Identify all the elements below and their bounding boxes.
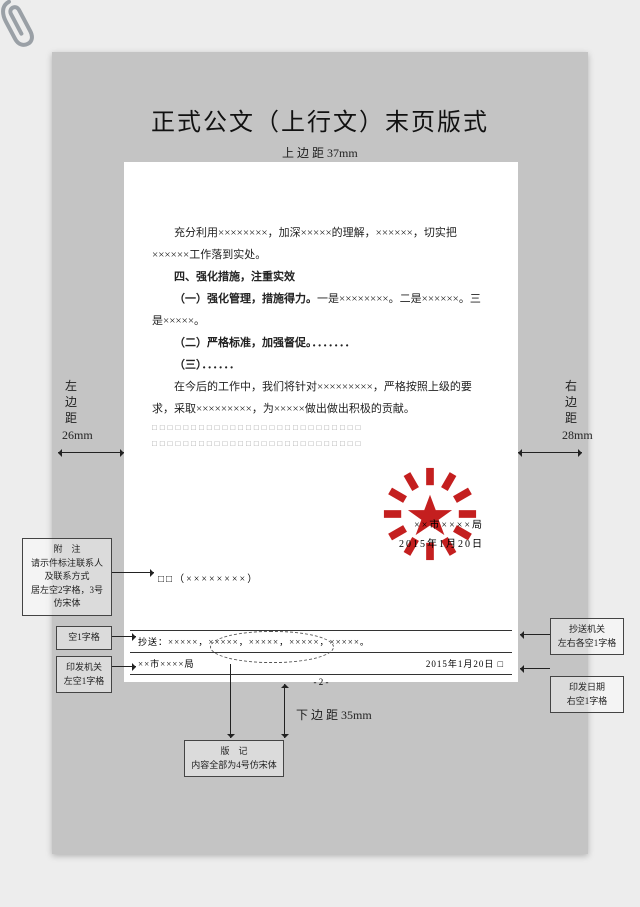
callout-issuer: 印发机关 左空1字格 [56,656,112,693]
body-p1: 充分利用××××××××，加深×××××的理解，××××××，切实把××××××… [152,222,490,266]
paperclip-icon [0,0,50,55]
left-margin-label: 左 边 距 26mm [62,378,80,443]
document-sheet: 正式公文（上行文）末页版式 上 边 距 37mm 左 边 距 26mm 右 边 … [52,52,588,854]
callout-issue-date: 印发日期 右空1字格 [550,676,624,713]
body-p5: 在今后的工作中，我们将针对×××××××××，严格按照上级的要求，采取×××××… [152,376,490,420]
signature-org: ××市××××局 [399,516,484,535]
body-sub1: （一）强化管理，措施得力。一是××××××××。二是××××××。三是×××××… [152,288,490,332]
footer-cc-line: 抄送：×××××，×××××，×××××，×××××，×××××。 [130,633,512,650]
callout-cc: 抄送机关 左右各空1字格 [550,618,624,655]
signature-block: ××市××××局 2015年1月20日 [399,516,484,554]
callout-space1: 空1字格 [56,626,112,650]
lead-cc [520,634,550,635]
lead-space1 [112,636,136,637]
document-page: 充分利用××××××××，加深×××××的理解，××××××，切实把××××××… [124,162,518,682]
footer-cc: 抄送：×××××，×××××，×××××，×××××，×××××。 [138,635,370,648]
left-margin-arrow [58,452,124,453]
footer-block: 抄送：×××××，×××××，×××××，×××××，×××××。 ××市×××… [130,628,512,687]
footer-issue-date: 2015年1月20日 □ [426,657,504,670]
blank-row-1: □□□□□□□□□□□□□□□□□□□□□□□□□□□ [152,420,490,436]
bottom-margin-arrow [284,684,285,738]
body-h3: （二）严格标准，加强督促。．．．．．．． [152,332,490,354]
attachment-note: □□（××××××××） [158,570,259,585]
page-title: 正式公文（上行文）末页版式 [52,102,588,137]
footer-page: - 2 - [130,677,512,687]
lead-issuer [112,666,136,667]
right-margin-label: 右 边 距 28mm [562,378,580,443]
divider [130,630,512,631]
lead-banji [230,664,231,738]
footer-issuer: ××市××××局 [138,657,194,670]
body-h1: 四、强化措施，注重实效 [152,266,490,288]
footer-issue-line: ××市××××局 2015年1月20日 □ [130,655,512,672]
lead-issue-date [520,668,550,669]
body-h4: （三）．．．．．． [152,354,490,376]
callout-fujian: 附 注 请示件标注联系人 及联系方式 居左空2字格，3号仿宋体 [22,538,112,616]
lead-fujian [112,572,154,573]
callout-banji: 版 记 内容全部为4号仿宋体 [184,740,284,777]
body-h2: （一）强化管理，措施得力。 [174,293,317,305]
divider [130,652,512,653]
signature-date: 2015年1月20日 [399,535,484,554]
body-content: 充分利用××××××××，加深×××××的理解，××××××，切实把××××××… [152,222,490,452]
bottom-margin-label: 下 边 距 35mm [296,706,372,723]
divider [130,674,512,675]
right-margin-arrow [518,452,582,453]
blank-row-2: □□□□□□□□□□□□□□□□□□□□□□□□□□□ [152,436,490,452]
